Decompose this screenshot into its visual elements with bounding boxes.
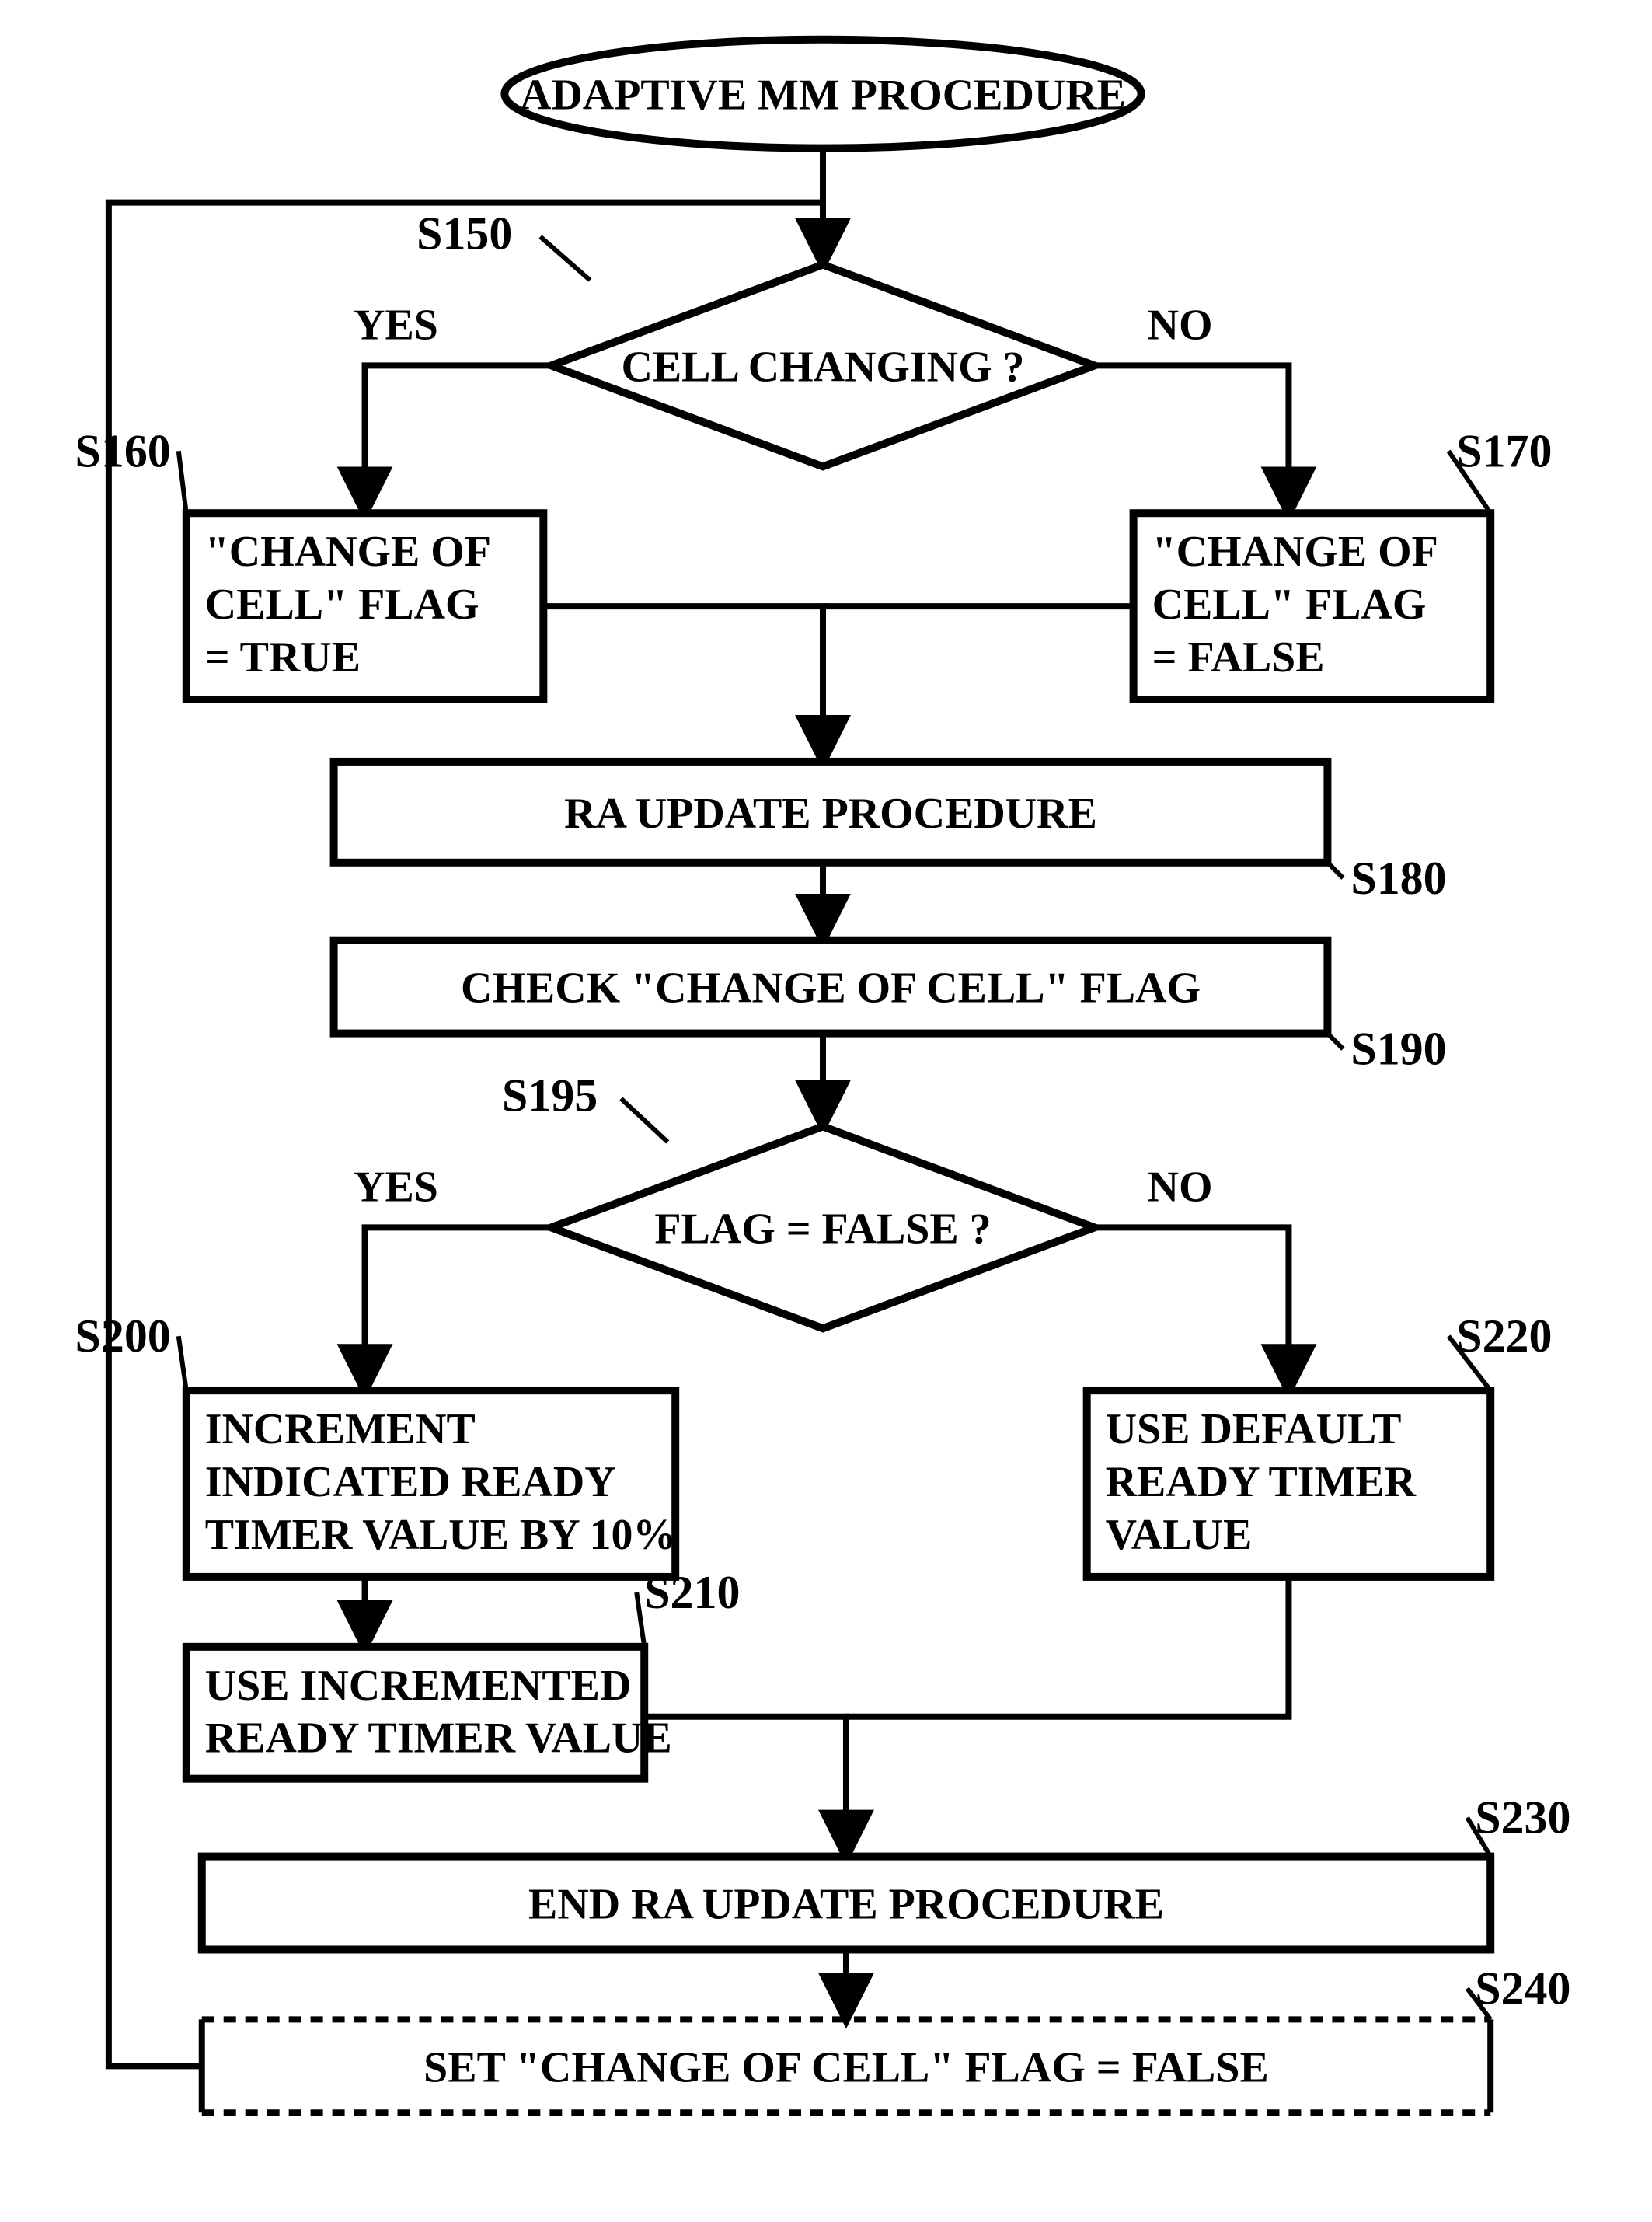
step-label: S230 xyxy=(1475,1792,1570,1844)
svg-text:ADAPTIVE MM PROCEDURE: ADAPTIVE MM PROCEDURE xyxy=(520,72,1126,120)
node-s210: USE INCREMENTEDREADY TIMER VALUE xyxy=(186,1647,672,1779)
node-text: CELL" FLAG xyxy=(205,581,479,629)
node-text: INDICATED READY xyxy=(205,1458,616,1506)
node-start: ADAPTIVE MM PROCEDURE xyxy=(504,40,1141,148)
svg-text:RA UPDATE PROCEDURE: RA UPDATE PROCEDURE xyxy=(564,790,1097,838)
svg-text:SET "CHANGE OF CELL" FLAG = F: SET "CHANGE OF CELL" FLAG = FALSE xyxy=(423,2043,1269,2091)
node-d1: CELL CHANGING ? xyxy=(551,265,1094,467)
step-label: S170 xyxy=(1456,425,1552,476)
node-text: READY TIMER VALUE xyxy=(205,1714,672,1763)
leader-line xyxy=(179,1336,186,1390)
step-label: S190 xyxy=(1351,1024,1446,1075)
node-d2: FLAG = FALSE ? xyxy=(551,1126,1094,1328)
svg-text:CHECK "CHANGE OF CELL" FLAG: CHECK "CHANGE OF CELL" FLAG xyxy=(461,964,1201,1013)
leader-line xyxy=(1327,1034,1343,1049)
node-s240: SET "CHANGE OF CELL" FLAG = FALSE xyxy=(202,2019,1490,2112)
leader-line xyxy=(636,1592,644,1647)
node-text: = FALSE xyxy=(1152,633,1325,682)
step-label: S160 xyxy=(75,425,171,476)
node-s180: RA UPDATE PROCEDURE xyxy=(334,762,1328,863)
svg-text:CELL CHANGING ?: CELL CHANGING ? xyxy=(621,343,1024,391)
step-label: S240 xyxy=(1475,1962,1570,2014)
step-label: S195 xyxy=(502,1069,598,1121)
edge xyxy=(1095,365,1289,513)
node-text: = TRUE xyxy=(205,633,361,682)
node-text: USE INCREMENTED xyxy=(205,1662,632,1710)
leader-line xyxy=(540,237,590,281)
edge-label: NO xyxy=(1148,301,1213,349)
edge xyxy=(365,1227,552,1390)
edge xyxy=(365,365,552,513)
step-label: S180 xyxy=(1351,853,1446,904)
node-text: READY TIMER xyxy=(1106,1458,1417,1506)
node-text: "CHANGE OF xyxy=(205,528,491,576)
edge xyxy=(846,1577,1288,1717)
edge xyxy=(109,203,823,2067)
edge xyxy=(543,606,823,762)
leader-line xyxy=(621,1099,667,1142)
step-label: S200 xyxy=(75,1310,171,1362)
node-text: "CHANGE OF xyxy=(1152,528,1438,576)
edge-label: YES xyxy=(354,1163,438,1211)
node-s160: "CHANGE OF CELL" FLAG= TRUE xyxy=(186,513,544,699)
leader-line xyxy=(179,451,186,513)
node-text: INCREMENT xyxy=(205,1405,476,1453)
node-s190: CHECK "CHANGE OF CELL" FLAG xyxy=(334,940,1328,1034)
step-label: S150 xyxy=(416,208,512,260)
node-s200: INCREMENT INDICATED READY TIMER VALUE BY 1… xyxy=(186,1390,677,1577)
flowchart-canvas: ADAPTIVE MM PROCEDURE CELL CHANGING ? "CHA… xyxy=(0,0,1652,2222)
svg-text:FLAG = FALSE ?: FLAG = FALSE ? xyxy=(654,1205,991,1253)
edge xyxy=(644,1717,846,1857)
step-label: S220 xyxy=(1456,1310,1552,1362)
step-label: S210 xyxy=(644,1567,740,1618)
node-text: USE DEFAULT xyxy=(1106,1405,1402,1453)
node-s170: "CHANGE OF CELL" FLAG= FALSE xyxy=(1134,513,1491,699)
node-s220: USE DEFAULT READY TIMER VALUE xyxy=(1087,1390,1491,1577)
edge-label: YES xyxy=(354,301,438,349)
node-text: CELL" FLAG xyxy=(1152,581,1427,629)
node-text: TIMER VALUE BY 10% xyxy=(205,1511,677,1559)
leader-line xyxy=(1327,863,1343,878)
node-text: VALUE xyxy=(1106,1511,1253,1559)
node-s230: END RA UPDATE PROCEDURE xyxy=(202,1857,1490,1950)
svg-text:END RA UPDATE PROCEDURE: END RA UPDATE PROCEDURE xyxy=(528,1881,1164,1929)
edge xyxy=(1095,1227,1289,1390)
edge-label: NO xyxy=(1148,1163,1213,1211)
